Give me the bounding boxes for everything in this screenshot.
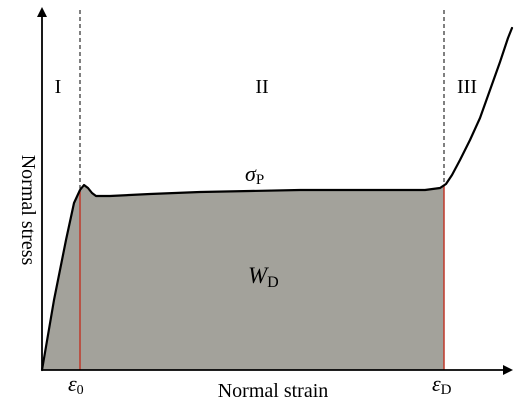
x-axis-label: Normal strain bbox=[218, 380, 329, 402]
region-label-1: I bbox=[55, 76, 62, 98]
region-label-3: III bbox=[457, 76, 477, 98]
plateau-stress-label: σP bbox=[245, 161, 264, 188]
epsilon0-symbol: ε bbox=[68, 371, 77, 396]
y-axis-label: Normal stress bbox=[17, 155, 39, 266]
epsilon0-subscript: 0 bbox=[77, 383, 84, 398]
energy-absorption-area bbox=[42, 185, 444, 370]
plateau-stress-subscript: P bbox=[256, 172, 264, 188]
epsilon0-label: ε0 bbox=[68, 371, 84, 398]
region-label-2: II bbox=[255, 76, 268, 98]
stress-strain-curve bbox=[40, 26, 514, 372]
plateau-stress-symbol: σ bbox=[245, 161, 257, 186]
epsilonD-subscript: D bbox=[441, 382, 452, 398]
energy-area-symbol: W bbox=[248, 263, 269, 288]
epsilonD-symbol: ε bbox=[432, 371, 441, 396]
energy-area-subscript: D bbox=[267, 274, 279, 291]
epsilonD-label: εD bbox=[432, 371, 452, 398]
energy-area-label: WD bbox=[248, 263, 279, 291]
